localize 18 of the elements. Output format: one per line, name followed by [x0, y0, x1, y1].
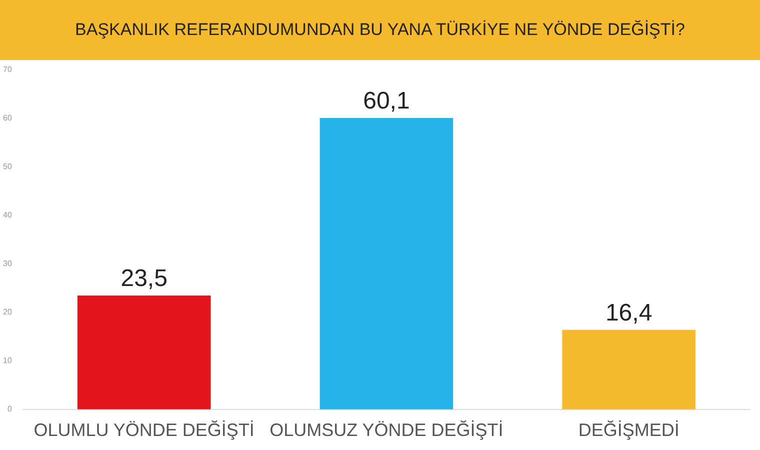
bar [320, 118, 454, 410]
y-tick-label: 40 [2, 210, 12, 220]
y-tick-label: 0 [7, 404, 12, 414]
x-tick-label: OLUMLU YÖNDE DEĞİŞTİ [34, 420, 254, 440]
data-label: 16,4 [605, 300, 652, 327]
y-tick-label: 10 [2, 356, 12, 366]
bar [77, 295, 211, 410]
data-label: 60,1 [363, 88, 410, 115]
y-tick-label: 20 [2, 308, 12, 317]
y-tick-label: 70 [2, 65, 12, 74]
y-tick-label: 30 [2, 259, 12, 268]
data-label: 23,5 [120, 265, 168, 292]
y-tick-label: 60 [2, 114, 12, 123]
bar [562, 330, 696, 410]
x-tick-label: OLUMSUZ YÖNDE DEĞİŞTİ [270, 420, 504, 440]
x-tick-label: DEĞİŞMEDİ [578, 420, 680, 440]
chart-title: BAŞKANLIK REFERANDUMUNDAN BU YANA TÜRKİYE NE YÖNDE DEĞİŞTİ? [0, 0, 760, 60]
y-tick-label: 50 [2, 162, 12, 172]
